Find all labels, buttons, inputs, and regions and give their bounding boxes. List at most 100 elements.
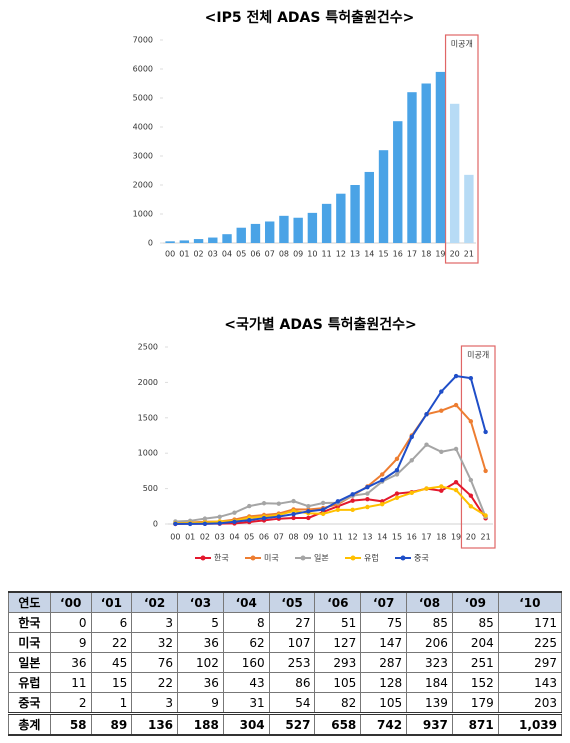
table-cell: 36: [177, 632, 224, 653]
point: [468, 375, 474, 381]
table-cell: ‘04: [222, 591, 270, 613]
y-tick-label: 2000: [133, 181, 153, 190]
bar: [350, 185, 360, 243]
x-tick-label: 03: [215, 533, 225, 542]
point: [453, 446, 459, 452]
x-tick-label: 06: [250, 250, 260, 259]
point: [394, 495, 400, 501]
table-row: 총계 58 89 136 188 304 527 658 742 937 871 1,039: [8, 712, 563, 736]
x-tick-label: 18: [421, 250, 431, 259]
point: [380, 477, 385, 483]
table-cell: 225: [497, 632, 563, 653]
x-tick-label: 12: [336, 250, 346, 259]
table-cell: 54: [268, 692, 316, 714]
x-tick-label: 16: [407, 533, 417, 542]
table-cell: 297: [497, 652, 563, 673]
point: [320, 511, 326, 517]
table-cell: 8: [222, 612, 270, 633]
table-cell: 82: [314, 692, 362, 714]
point: [468, 419, 474, 424]
y-tick-label: 4000: [133, 123, 153, 132]
table-cell: 293: [314, 652, 362, 673]
x-tick-label: 11: [333, 533, 343, 542]
table-row: 미국 9 22 32 36 62 107 127 147 206 204 225: [8, 632, 563, 653]
point: [453, 487, 459, 493]
x-tick-label: 09: [303, 533, 313, 542]
table-cell: 143: [497, 672, 563, 693]
legend-swatch: [350, 555, 356, 561]
y-tick-label: 1500: [138, 413, 158, 422]
bar: [193, 239, 204, 243]
bar: [250, 223, 261, 243]
point: [468, 493, 474, 498]
table-cell: ‘03: [177, 591, 224, 613]
chart-title: <국가별 ADAS 특허출원건수>: [224, 316, 417, 333]
table-cell: 160: [222, 652, 270, 673]
table-cell: 147: [360, 632, 408, 653]
legend-label: 중국: [414, 554, 429, 563]
bar: [279, 215, 289, 243]
table-cell: 미국: [8, 632, 51, 653]
table-cell: 742: [360, 712, 408, 736]
point: [394, 467, 400, 473]
x-tick-label: 03: [208, 250, 218, 259]
x-tick-label: 01: [185, 533, 195, 542]
table-row: 중국 2 1 3 9 31 54 82 105 139 179 203: [8, 692, 563, 714]
point: [483, 468, 488, 474]
point: [247, 503, 252, 509]
table-cell: 85: [451, 612, 499, 633]
point: [468, 477, 474, 483]
table-cell: 36: [49, 652, 92, 673]
point: [173, 521, 178, 527]
x-tick-label: 07: [274, 533, 284, 542]
point: [365, 504, 370, 510]
table-cell: 139: [406, 692, 453, 714]
bar: [293, 217, 303, 243]
x-tick-label: 02: [193, 250, 203, 259]
table-row: 한국 0 6 3 5 8 27 51 75 85 85 171: [8, 612, 563, 633]
bar: [179, 240, 190, 243]
table-cell: 76: [131, 652, 179, 673]
point: [306, 504, 311, 509]
point: [424, 486, 429, 491]
point: [217, 521, 222, 526]
point: [453, 373, 459, 379]
table-cell: 102: [177, 652, 224, 673]
point: [276, 514, 281, 519]
table-cell: 58: [49, 712, 92, 736]
point: [439, 484, 444, 489]
x-tick-label: 08: [288, 533, 298, 542]
table-cell: 171: [497, 612, 563, 633]
table-cell: 86: [268, 672, 316, 693]
bar: [421, 83, 431, 243]
table-cell: 6: [90, 612, 133, 633]
bar: [165, 241, 175, 243]
point: [261, 501, 267, 506]
point: [365, 497, 370, 502]
x-tick-label: 21: [464, 250, 474, 259]
data-table: 연도 ‘00 ‘01 ‘02 ‘03 ‘04 ‘05 ‘06 ‘07 ‘08 ‘09 ‘10 한국 0 6 3…: [8, 591, 563, 736]
legend-label: 미국: [264, 554, 279, 563]
point: [202, 516, 208, 521]
legend-swatch: [400, 555, 406, 561]
x-tick-label: 07: [265, 250, 275, 259]
table-cell: 27: [268, 612, 316, 633]
x-tick-label: 00: [170, 533, 180, 542]
y-tick-label: 0: [148, 239, 153, 248]
table-cell: ‘00: [49, 591, 92, 613]
bar: [407, 92, 417, 243]
point: [483, 429, 488, 435]
annotation-box: [444, 34, 479, 264]
annotation-box: [460, 345, 496, 549]
table-cell: 32: [131, 632, 179, 653]
table-cell: 105: [360, 692, 408, 714]
point: [394, 456, 400, 462]
point: [291, 515, 296, 521]
table-cell: 36: [177, 672, 224, 693]
table-row: 연도 ‘00 ‘01 ‘02 ‘03 ‘04 ‘05 ‘06 ‘07 ‘08 ‘09 ‘10: [8, 591, 563, 613]
x-tick-label: 17: [421, 533, 431, 542]
point: [439, 449, 444, 454]
bar: [222, 234, 232, 243]
x-tick-label: 13: [362, 533, 372, 542]
table-row: 일본 36 45 76 102 160 253 293 287 323 251 297: [8, 652, 563, 673]
